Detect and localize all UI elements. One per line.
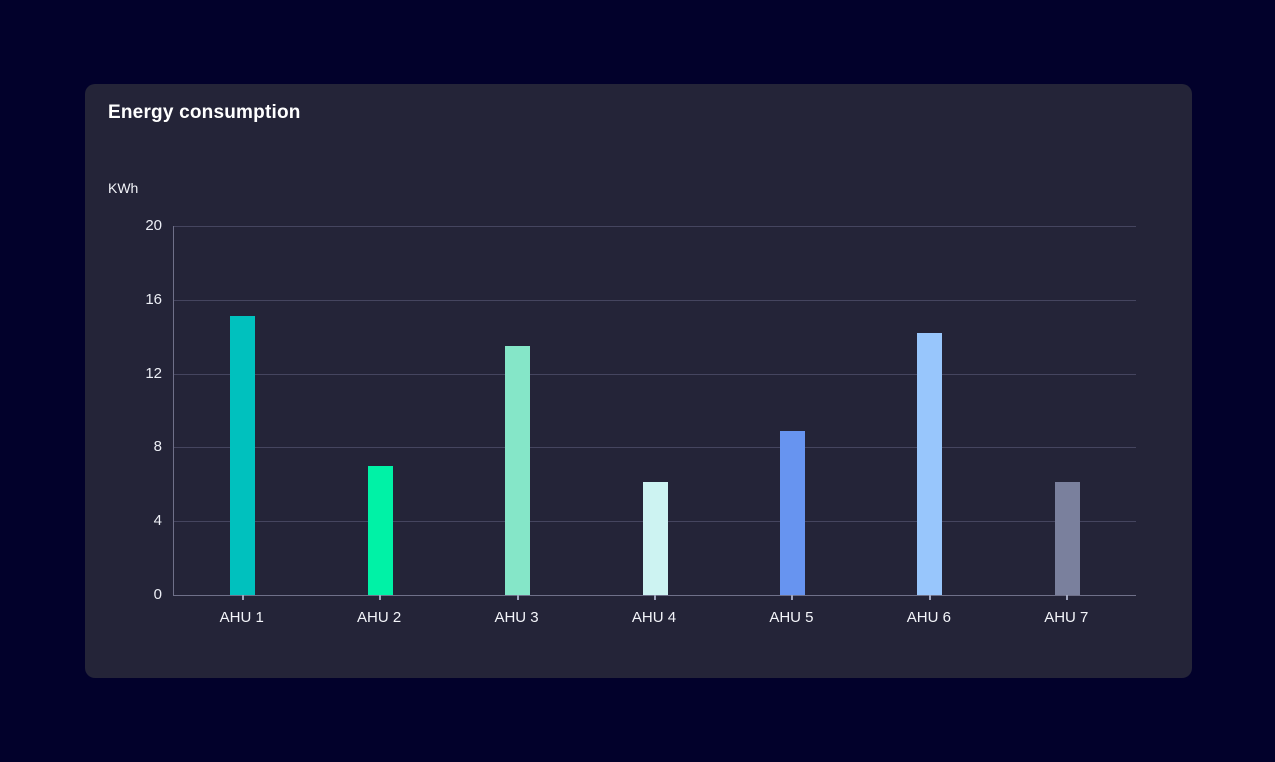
y-tick-label: 12 (145, 364, 162, 382)
bar-ahu-1[interactable] (230, 316, 256, 595)
gridline-y-16 (174, 299, 1136, 301)
bar-ahu-5[interactable] (779, 430, 805, 595)
y-tick-label: 0 (153, 586, 162, 603)
gridline-y-20 (174, 226, 1136, 227)
x-axis-label-ahu-3: AHU 3 (494, 609, 539, 626)
x-axis-tick (928, 595, 931, 600)
x-axis-tick (241, 595, 244, 600)
x-axis-tick (379, 595, 382, 600)
y-tick-label: 16 (145, 290, 162, 308)
x-axis-labels: AHU 1 AHU 2 AHU 3 AHU 4 AHU 5 AHU 6 AHU 7 (173, 609, 1135, 633)
y-axis-tick-labels: 0 4 8 12 16 20 (108, 217, 162, 603)
bar-ahu-3[interactable] (505, 345, 531, 595)
x-axis-tick (791, 595, 794, 600)
x-axis-label-ahu-7: AHU 7 (1044, 609, 1089, 626)
x-axis-label-ahu-5: AHU 5 (769, 609, 814, 626)
plot-area (173, 226, 1136, 600)
x-axis-tick (516, 595, 519, 600)
x-axis-label-ahu-2: AHU 2 (357, 609, 402, 626)
chart-title: Energy consumption (108, 102, 301, 123)
bar-ahu-2[interactable] (367, 465, 393, 595)
x-axis-tick (654, 595, 656, 600)
gridline-y-12 (174, 373, 1136, 375)
bar-ahu-7[interactable] (1054, 482, 1080, 595)
bar-ahu-4[interactable] (642, 482, 668, 595)
y-tick-label: 20 (145, 217, 162, 234)
bar-ahu-6[interactable] (917, 333, 943, 595)
x-axis-label-ahu-6: AHU 6 (906, 609, 951, 626)
y-tick-label: 4 (153, 512, 162, 530)
y-tick-label: 8 (153, 438, 162, 456)
energy-consumption-card: Energy consumption KWh 0 4 8 12 16 20 AHU 1 AH… (85, 84, 1192, 678)
gridline-y-8 (174, 447, 1136, 449)
y-axis-unit-label: KWh (108, 180, 139, 196)
x-axis-label-ahu-4: AHU 4 (631, 609, 677, 626)
x-axis-tick (1066, 595, 1069, 600)
x-axis-label-ahu-1: AHU 1 (219, 609, 264, 626)
